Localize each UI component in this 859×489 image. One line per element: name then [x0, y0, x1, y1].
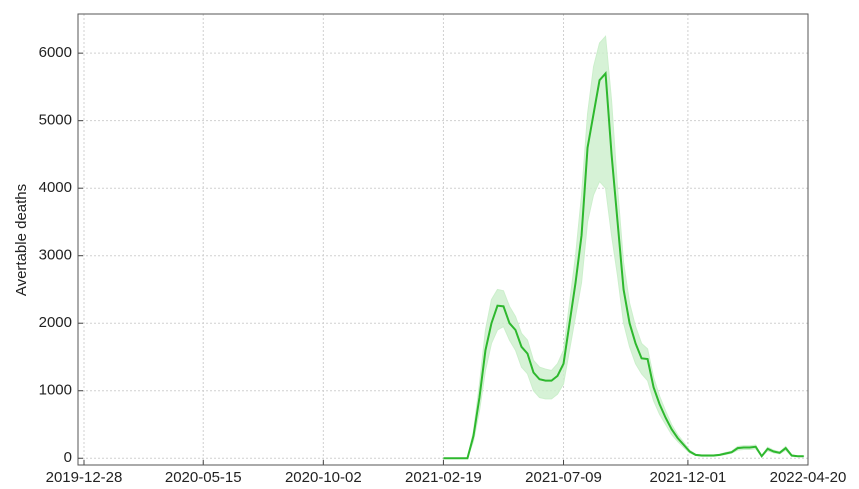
y-tick-label: 4000: [39, 179, 72, 196]
y-tick-label: 6000: [39, 44, 72, 61]
y-axis-label: Avertable deaths: [13, 184, 30, 296]
plot-frame: [77, 13, 809, 466]
x-tick-label: 2021-02-19: [405, 469, 482, 486]
x-tick-label: 2020-05-15: [165, 469, 242, 486]
x-tick-label: 2021-07-09: [525, 469, 602, 486]
x-tick-label: 2019-12-28: [46, 469, 123, 486]
y-tick-label: 5000: [39, 112, 72, 129]
y-tick-label: 3000: [39, 247, 72, 264]
y-tick-label: 2000: [39, 314, 72, 331]
x-tick-label: 2022-04-20: [770, 469, 847, 486]
x-tick-label: 2021-12-01: [650, 469, 727, 486]
x-tick-label: 2020-10-02: [285, 469, 362, 486]
y-tick-label: 1000: [39, 382, 72, 399]
confidence-band: [443, 35, 805, 459]
line: [443, 70, 804, 460]
y-tick-label: 0: [64, 449, 72, 466]
